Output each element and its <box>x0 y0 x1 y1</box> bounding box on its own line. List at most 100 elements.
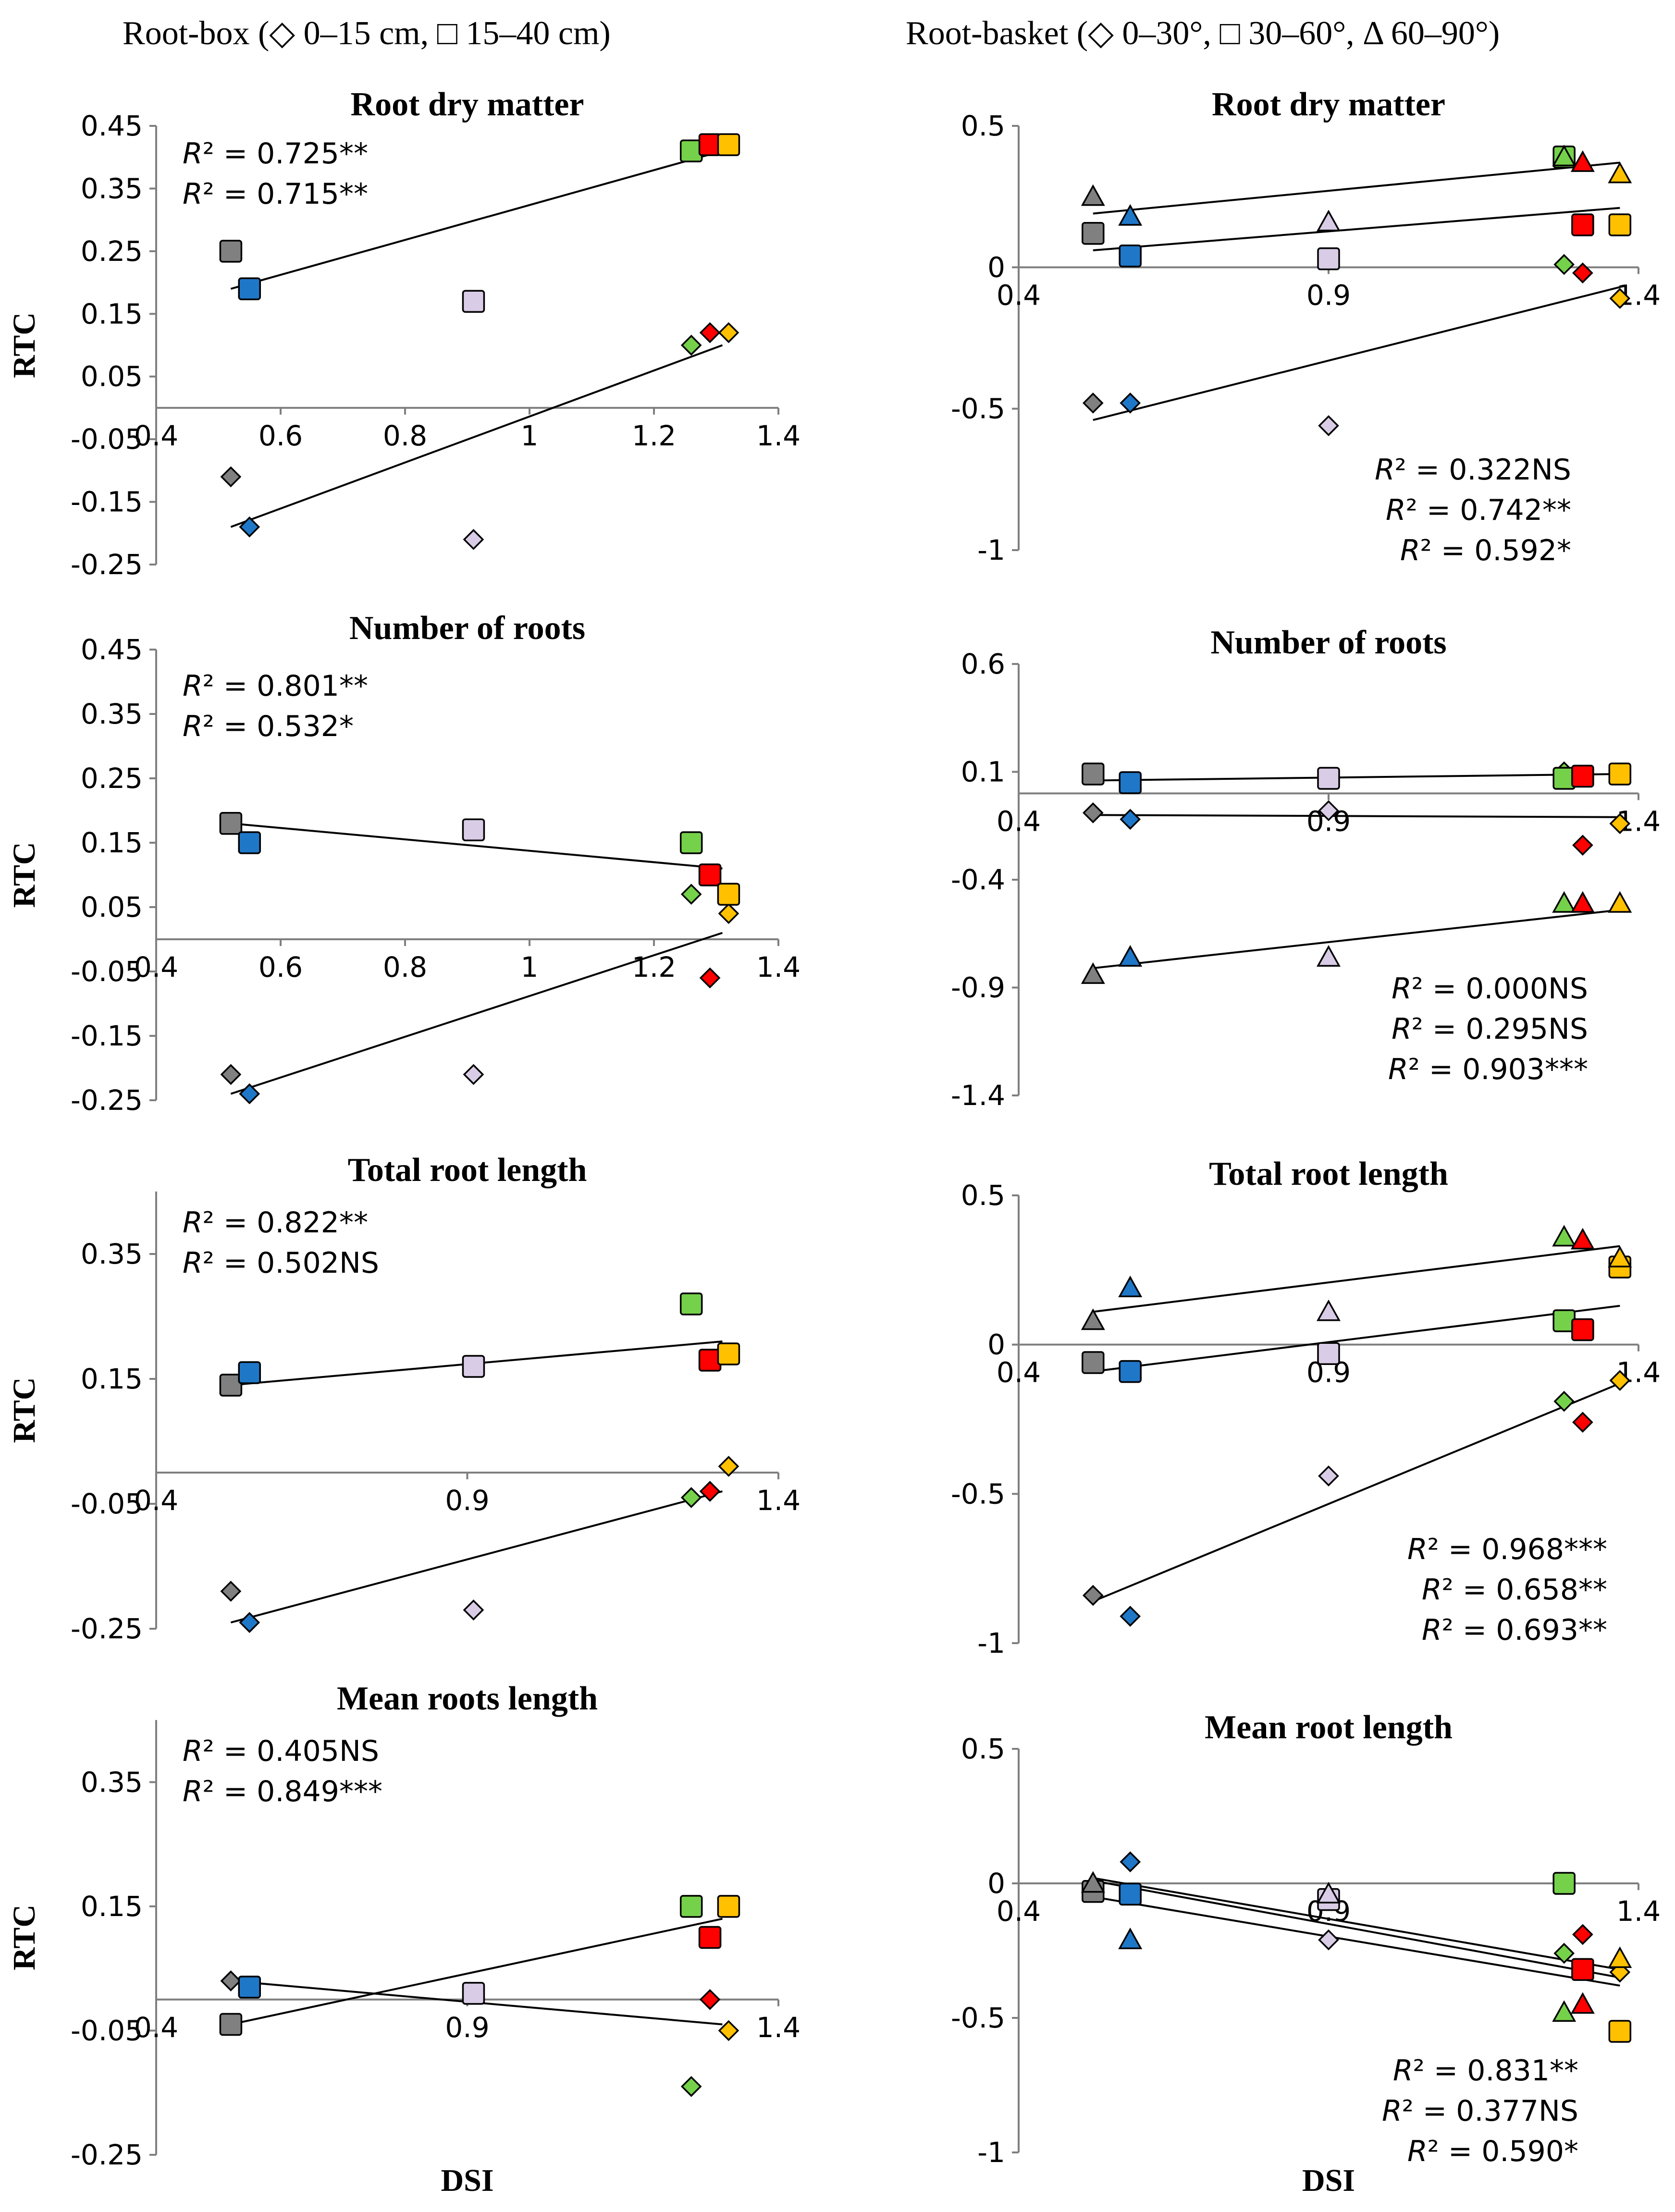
data-point-triangle <box>1118 1927 1143 1949</box>
r-squared-label: R² = 0.742** <box>1386 493 1571 527</box>
data-point-diamond <box>1318 415 1339 436</box>
data-point-diamond <box>699 1989 721 2010</box>
y-tick-label: 0.05 <box>81 891 143 923</box>
data-point-square <box>1571 1318 1594 1341</box>
data-point-diamond <box>718 2020 739 2041</box>
r-squared-label: R² = 0.502NS <box>183 1246 379 1280</box>
r-squared-label: R² = 0.532* <box>183 710 354 743</box>
data-point-square <box>1082 221 1105 245</box>
data-point-triangle <box>1081 1871 1105 1893</box>
trend-line <box>1093 161 1620 215</box>
r-squared-symbol: R <box>1422 1573 1442 1607</box>
r-squared-value: ² = 0.903*** <box>1408 1053 1588 1086</box>
data-point-triangle <box>1552 1225 1576 1247</box>
data-point-diamond <box>1572 1412 1593 1433</box>
data-point-square <box>679 831 703 854</box>
y-tick-label: 0.35 <box>81 698 143 730</box>
r-squared-value: ² = 0.658** <box>1442 1573 1607 1607</box>
data-point-diamond <box>1572 835 1593 856</box>
r-squared-symbol: R <box>1388 1053 1408 1086</box>
data-point-square <box>717 133 740 156</box>
r-squared-symbol: R <box>1392 972 1412 1006</box>
r-squared-value: ² = 0.801** <box>203 669 368 703</box>
trend-line <box>1093 773 1620 782</box>
data-point-square <box>238 1361 261 1384</box>
r-squared-value: ² = 0.000NS <box>1412 972 1588 1006</box>
r-squared-symbol: R <box>183 177 203 211</box>
data-point-diamond <box>1318 1929 1339 1951</box>
data-point-square <box>1571 1958 1594 1981</box>
r-squared-label: R² = 0.693** <box>1422 1613 1607 1647</box>
data-point-diamond <box>1082 802 1104 823</box>
y-tick-label: -1 <box>977 2136 1005 2169</box>
y-axis-label: RTC <box>7 1377 42 1443</box>
x-tick-label: 0.4 <box>134 2011 178 2044</box>
data-point-triangle <box>1552 145 1576 167</box>
trend-line <box>1093 207 1620 252</box>
data-point-diamond <box>718 322 739 344</box>
trend-line <box>1093 1304 1620 1373</box>
trend-line <box>1093 814 1620 818</box>
data-point-square <box>1119 1360 1142 1383</box>
r-squared-symbol: R <box>1386 493 1406 527</box>
y-tick-label: 0.35 <box>81 1766 143 1798</box>
data-point-triangle <box>1317 1299 1341 1321</box>
x-tick-label: 0.4 <box>997 279 1041 311</box>
r-squared-value: ² = 0.405NS <box>203 1734 379 1768</box>
data-point-diamond <box>699 1481 721 1502</box>
r-squared-symbol: R <box>183 1775 203 1808</box>
data-point-square <box>1571 764 1594 788</box>
data-point-diamond <box>1609 813 1631 835</box>
data-point-square <box>1119 245 1142 268</box>
x-tick-label: 1 <box>521 951 539 983</box>
y-tick-label: 0.5 <box>961 1733 1005 1765</box>
data-point-diamond <box>680 884 702 905</box>
x-tick-label: 0.4 <box>997 1895 1041 1928</box>
x-tick-label: 1.4 <box>1616 1895 1661 1928</box>
trend-line <box>230 150 723 290</box>
r-squared-label: R² = 0.295NS <box>1392 1012 1588 1046</box>
data-point-diamond <box>220 1581 242 1602</box>
data-point-square <box>1082 762 1105 786</box>
x-tick-label: 0.8 <box>383 419 427 452</box>
data-point-diamond <box>1609 288 1631 309</box>
trend-line <box>1093 1877 1620 1971</box>
data-point-diamond <box>220 466 242 488</box>
r-squared-symbol: R <box>1392 1012 1412 1046</box>
y-axis-label: RTC <box>7 312 42 378</box>
data-point-square <box>717 883 740 906</box>
y-tick-label: 0.5 <box>961 110 1005 142</box>
y-tick-label: -0.25 <box>71 1612 143 1645</box>
data-point-diamond <box>463 1064 484 1085</box>
y-tick-label: -0.05 <box>71 2014 143 2047</box>
y-tick-label: -0.15 <box>71 1020 143 1052</box>
r-squared-value: ² = 0.831** <box>1413 2054 1578 2088</box>
data-point-triangle <box>1081 962 1105 984</box>
r-squared-label: R² = 0.849*** <box>183 1775 382 1808</box>
r-squared-symbol: R <box>1382 2094 1402 2128</box>
chart-title: Mean root length <box>1205 1709 1453 1746</box>
y-tick-label: -0.25 <box>71 2138 143 2171</box>
data-point-triangle <box>1570 891 1595 913</box>
data-point-triangle <box>1570 150 1595 172</box>
data-point-triangle <box>1608 891 1632 913</box>
r-squared-label: R² = 0.000NS <box>1392 972 1588 1006</box>
r-squared-value: ² = 0.849*** <box>203 1775 382 1808</box>
y-tick-label: 0.25 <box>81 762 143 795</box>
y-tick-label: -1 <box>977 534 1005 566</box>
y-tick-label: 0.35 <box>81 172 143 205</box>
r-squared-value: ² = 0.592* <box>1420 534 1571 567</box>
r-squared-value: ² = 0.502NS <box>203 1246 379 1280</box>
chart-title: Number of roots <box>1210 624 1446 661</box>
data-point-triangle <box>1317 945 1341 967</box>
data-point-diamond <box>680 334 702 356</box>
y-tick-label: 0.35 <box>81 1238 143 1270</box>
data-point-square <box>1082 1351 1105 1374</box>
data-point-square <box>1119 771 1142 794</box>
y-tick-label: -0.9 <box>951 971 1005 1004</box>
data-point-diamond <box>1572 262 1593 283</box>
data-point-triangle <box>1317 1881 1341 1904</box>
y-tick-label: 0.25 <box>81 235 143 268</box>
data-point-diamond <box>463 528 484 550</box>
